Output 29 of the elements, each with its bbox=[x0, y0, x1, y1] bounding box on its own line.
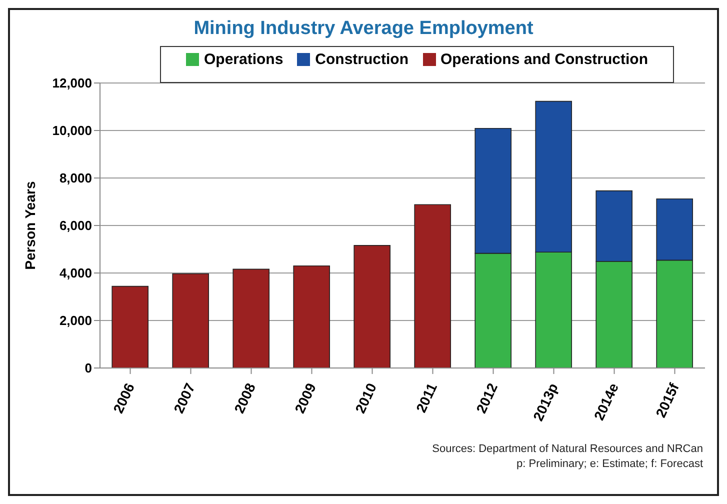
x-tick-label: 2007 bbox=[170, 380, 198, 416]
bar bbox=[112, 286, 148, 368]
x-tick-label: 2008 bbox=[230, 380, 259, 416]
y-tick-label: 4,000 bbox=[59, 266, 92, 281]
x-tick-label: 2015f bbox=[652, 380, 682, 420]
x-tick-label: 2011 bbox=[412, 380, 440, 415]
bar bbox=[232, 268, 270, 368]
text: p: Preliminary; e: Estimate; f: Forecast bbox=[516, 457, 703, 472]
bar bbox=[293, 265, 330, 368]
bar bbox=[354, 245, 390, 368]
bar bbox=[414, 204, 451, 368]
legend-label: Operations bbox=[204, 51, 284, 68]
legend-label: Construction bbox=[315, 51, 408, 68]
source-note: Sources: Department of Natural Resources and NRCan bbox=[432, 442, 703, 457]
legend-label: Operations and Construction bbox=[440, 51, 648, 68]
x-tick-label: 2009 bbox=[291, 380, 320, 416]
y-tick-label: 2,000 bbox=[59, 313, 92, 328]
x-tick-label: 2010 bbox=[352, 380, 380, 416]
y-tick-label: 10,000 bbox=[52, 123, 92, 138]
x-tick-label: 2014e bbox=[590, 380, 622, 423]
bar bbox=[172, 273, 209, 368]
chart-title: Mining Industry Average Employment bbox=[192, 18, 534, 40]
y-tick-label: 8,000 bbox=[59, 170, 92, 186]
y-tick-label: 12,000 bbox=[52, 76, 92, 91]
y-tick-label: 0 bbox=[84, 360, 92, 376]
y-tick-label: 6,000 bbox=[59, 218, 92, 234]
x-tick-label: 2006 bbox=[110, 380, 138, 416]
x-tick-label: 2012 bbox=[472, 380, 501, 416]
y-axis-title: Person Years bbox=[22, 181, 38, 270]
